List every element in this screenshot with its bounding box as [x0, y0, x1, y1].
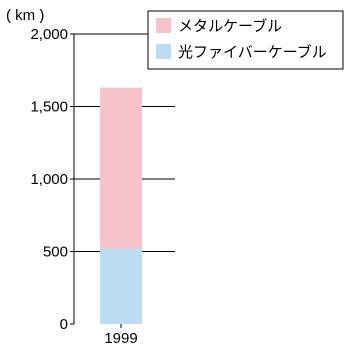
y-tick-label: 2,000	[30, 26, 68, 43]
legend-label: メタルケーブル	[178, 17, 282, 35]
y-axis-unit-label: ( km )	[6, 7, 44, 24]
bar-segment-metal	[100, 87, 142, 249]
legend-swatch	[156, 44, 171, 59]
y-axis-ticks: 0 500 1,000 1,500 2,000	[30, 26, 74, 333]
bar-segment-optical-fiber	[100, 248, 142, 324]
y-tick-label: 0	[60, 316, 68, 333]
y-tick-label: 1,500	[30, 99, 68, 116]
x-tick-label: 1999	[104, 330, 137, 347]
y-tick-label: 500	[43, 244, 68, 261]
legend-label: 光ファイバーケーブル	[178, 43, 327, 61]
legend-swatch	[156, 18, 171, 33]
y-tick-label: 1,000	[30, 171, 68, 188]
legend-box	[147, 10, 344, 70]
bars	[100, 87, 142, 324]
x-axis-ticks: 1999	[104, 324, 138, 347]
